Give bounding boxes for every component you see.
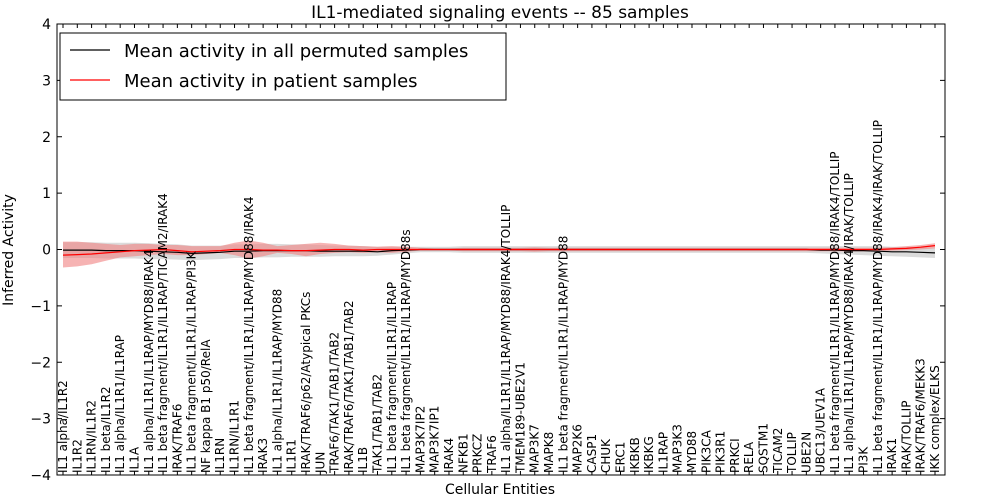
y-axis-ticks: −4 −3 −2 −1 0 1 2 3 4 (30, 17, 945, 484)
x-tick-label: PRKCI (728, 438, 742, 473)
x-tick-label: IL1R1 (285, 439, 299, 473)
x-tick-label: RELA (742, 441, 756, 473)
x-tick-label: IL1 alpha/IL1R1/IL1RAP (113, 335, 127, 473)
x-tick-label: IL1 alpha/IL1R1/IL1RAP/MYD88/IRAK4/TOLLI… (499, 205, 513, 473)
legend-box (59, 32, 507, 101)
x-tick-label: IRAK/TRAF6/MEKK3 (914, 358, 928, 473)
x-tick-label: IL1 beta/IL1R2 (99, 386, 113, 473)
line-patient (62, 245, 936, 256)
x-tick-label: IL1 alpha/IL1R1/IL1RAP/MYD88/IRAK4 (142, 250, 156, 473)
x-tick-label: TOLLIP (785, 432, 799, 474)
x-tick-label: MAP3K7 (528, 424, 542, 473)
x-tick-label: TMEM189-UBE2V1 (513, 362, 527, 474)
x-tick-label: IL1A (128, 446, 142, 473)
x-tick-label: ERC1 (614, 442, 628, 473)
y-tick-label: −3 (30, 412, 51, 428)
x-tick-label: PRKCZ (471, 434, 485, 473)
x-tick-label: IL1B (356, 447, 370, 473)
x-tick-label: IL1 beta fragment/IL1R1/IL1RAP/TICAM2/IR… (156, 193, 170, 473)
x-tick-label: MYD88 (685, 431, 699, 473)
x-tick-label: IRAK4 (442, 438, 456, 473)
plot-frame (56, 23, 946, 476)
x-tick-label: IL1 alpha/IL1R1/IL1RAP/MYD88/IRAK4/IRAK/… (842, 173, 856, 473)
y-tick-label: 4 (42, 17, 51, 33)
x-tick-label: PIK3CA (699, 429, 713, 473)
x-tick-label: SQSTM1 (757, 423, 771, 473)
x-tick-label: CASP1 (585, 434, 599, 473)
x-tick-label: IL1 beta fragment/IL1R1/IL1RAP/MYD88/IRA… (828, 152, 842, 473)
series-lines (62, 245, 936, 256)
chart-title: IL1-mediated signaling events -- 85 samp… (311, 3, 689, 23)
x-tick-label: IL1RN/IL1R2 (85, 400, 99, 473)
legend: Mean activity in all permuted samples Me… (59, 32, 507, 101)
x-tick-label: MAP3K3 (671, 424, 685, 473)
x-tick-label: IRAK1 (885, 438, 899, 473)
x-tick-label: IL1RN/IL1R1 (228, 400, 242, 473)
y-tick-label: 3 (42, 73, 51, 89)
x-tick-label: JUN (313, 452, 327, 474)
x-tick-label: CHUK (599, 438, 613, 473)
x-tick-label: IRAK/TRAF6/p62/Atypical PKCs (299, 292, 313, 473)
x-tick-label: MAP3K7IP2 (413, 406, 427, 473)
x-axis-label: Cellular Entities (445, 482, 555, 498)
x-tick-label: IL1RAP (656, 432, 670, 473)
x-tick-label: MAP2K6 (571, 424, 585, 473)
x-tick-label: IRAK/TRAF6 (170, 404, 184, 473)
band-patient (63, 240, 935, 268)
x-tick-label: NFKB1 (456, 433, 470, 473)
x-tick-label: IL1 beta fragment/IL1R1/IL1RAP/MYD88/IRA… (242, 196, 256, 473)
x-tick-label: TRAF6/TAK1/TAB1/TAB2 (328, 332, 342, 474)
legend-label-patient: Mean activity in patient samples (124, 71, 418, 92)
confidence-bands (63, 240, 935, 268)
x-tick-label: IL1 beta fragment/IL1R1/IL1RAP/MYD88s (399, 229, 413, 473)
y-tick-label: 2 (42, 130, 51, 146)
y-tick-label: −1 (30, 299, 51, 315)
x-tick-label: IKBKB (628, 437, 642, 473)
x-axis-ticks: IL1 alpha/IL1R2 IL1R2 IL1RN/IL1R2 IL1 beta/… (56, 24, 942, 475)
x-tick-label: UBC13/UEV1A (814, 387, 828, 473)
x-tick-label: MAP3K7IP1 (428, 406, 442, 473)
x-tick-label: UBE2N (799, 432, 813, 473)
x-tick-label: IL1R2 (70, 439, 84, 473)
x-tick-label: IRAK/TRAF6/TAK1/TAB1/TAB2 (342, 300, 356, 473)
y-tick-label: −4 (30, 468, 51, 484)
legend-label-permuted: Mean activity in all permuted samples (124, 41, 468, 62)
x-tick-label: IL1 alpha/IL1R2 (56, 380, 70, 473)
y-axis-label: Inferred Activity (1, 194, 17, 306)
y-tick-label: 1 (42, 186, 51, 202)
x-tick-label: IL1 beta fragment/IL1R1/IL1RAP (385, 282, 399, 473)
x-tick-label: MAPK8 (542, 432, 556, 473)
x-tick-label: IRAK3 (256, 438, 270, 473)
x-tick-label: IKBKG (642, 436, 656, 473)
x-tick-label: IL1 beta fragment/IL1R1/IL1RAP/PI3K (185, 250, 199, 473)
x-tick-label: IL1 beta fragment/IL1R1/IL1RAP/MYD88 (556, 236, 570, 473)
x-tick-label: IKK complex/ELKS (928, 365, 942, 473)
x-tick-label: NF kappa B1 p50/RelA (199, 339, 213, 473)
x-tick-label: PIK3R1 (714, 431, 728, 473)
x-tick-label: IL1RN (213, 438, 227, 473)
x-tick-label: IL1 beta fragment/IL1R1/IL1RAP/MYD88/IRA… (871, 120, 885, 473)
y-tick-label: 0 (42, 243, 51, 259)
y-tick-label: −2 (30, 355, 51, 371)
x-tick-label: IRAK/TOLLIP (899, 401, 913, 473)
x-tick-label: TICAM2 (771, 428, 785, 474)
x-tick-label: IL1 alpha/IL1R1/IL1RAP/MYD88 (270, 289, 284, 473)
x-tick-label: TAK1/TAB1/TAB2 (371, 374, 385, 474)
x-tick-label: TRAF6 (485, 435, 499, 474)
x-tick-label: PI3K (857, 446, 871, 473)
